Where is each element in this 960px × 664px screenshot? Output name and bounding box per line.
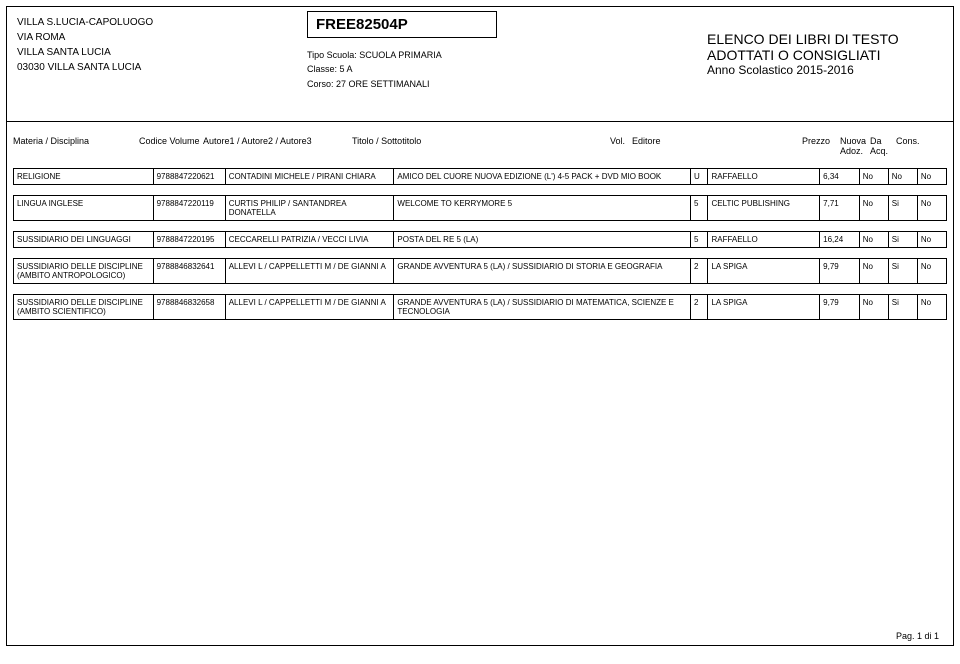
cell-vol: 2 xyxy=(691,259,708,284)
cell-titolo: GRANDE AVVENTURA 5 (LA) / SUSSIDIARIO DI… xyxy=(394,259,691,284)
cell-prezzo: 9,79 xyxy=(820,295,860,320)
page-number: Pag. 1 di 1 xyxy=(896,631,939,641)
cell-nuova: No xyxy=(859,169,888,185)
cell-editore: RAFFAELLO xyxy=(708,169,820,185)
cell-materia: LINGUA INGLESE xyxy=(14,196,154,221)
cell-prezzo: 6,34 xyxy=(820,169,860,185)
heading-line2: ADOTTATI O CONSIGLIATI xyxy=(707,47,943,63)
corso-label: Corso: xyxy=(307,77,334,91)
cell-codice: 9788847220621 xyxy=(153,169,225,185)
cell-titolo: GRANDE AVVENTURA 5 (LA) / SUSSIDIARIO DI… xyxy=(394,295,691,320)
heading-line3: Anno Scolastico 2015-2016 xyxy=(707,63,943,77)
book-table: SUSSIDIARIO DELLE DISCIPLINE (AMBITO SCI… xyxy=(13,294,947,320)
cell-prezzo: 7,71 xyxy=(820,196,860,221)
cell-codice: 9788847220119 xyxy=(153,196,225,221)
school-city: VILLA SANTA LUCIA xyxy=(17,45,307,60)
cell-nuova: No xyxy=(859,295,888,320)
heading-line1: ELENCO DEI LIBRI DI TESTO xyxy=(707,31,943,47)
cell-titolo: POSTA DEL RE 5 (LA) xyxy=(394,232,691,248)
table-row: RELIGIONE 9788847220621 CONTADINI MICHEL… xyxy=(14,169,947,185)
cell-cons: No xyxy=(917,259,946,284)
cell-cons: No xyxy=(917,169,946,185)
meta-block: Tipo Scuola: SCUOLA PRIMARIA Classe: 5 A… xyxy=(307,48,537,91)
cell-da: No xyxy=(888,169,917,185)
cell-codice: 9788846832658 xyxy=(153,295,225,320)
cell-prezzo: 16,24 xyxy=(820,232,860,248)
right-head: ELENCO DEI LIBRI DI TESTO ADOTTATI O CON… xyxy=(537,15,943,77)
cell-titolo: AMICO DEL CUORE NUOVA EDIZIONE (L') 4-5 … xyxy=(394,169,691,185)
cell-autori: CECCARELLI PATRIZIA / VECCI LIVIA xyxy=(225,232,394,248)
col-materia: Materia / Disciplina xyxy=(13,136,139,156)
cell-codice: 9788847220195 xyxy=(153,232,225,248)
school-name: VILLA S.LUCIA-CAPOLUOGO xyxy=(17,15,307,30)
cell-materia: RELIGIONE xyxy=(14,169,154,185)
cell-nuova: No xyxy=(859,232,888,248)
cell-editore: LA SPIGA xyxy=(708,295,820,320)
content-frame: Materia / Disciplina Codice Volume Autor… xyxy=(7,121,953,320)
cell-autori: ALLEVI L / CAPPELLETTI M / DE GIANNI A xyxy=(225,259,394,284)
tipo-value: SCUOLA PRIMARIA xyxy=(359,50,442,60)
col-titolo: Titolo / Sottotitolo xyxy=(352,136,610,156)
book-table: SUSSIDIARIO DEI LINGUAGGI 9788847220195 … xyxy=(13,231,947,248)
school-code-box: FREE82504P xyxy=(307,11,497,38)
cell-autori: CURTIS PHILIP / SANTANDREA DONATELLA xyxy=(225,196,394,221)
classe-value: 5 A xyxy=(340,64,353,74)
table-row: LINGUA INGLESE 9788847220119 CURTIS PHIL… xyxy=(14,196,947,221)
header: VILLA S.LUCIA-CAPOLUOGO VIA ROMA VILLA S… xyxy=(7,7,953,91)
cell-nuova: No xyxy=(859,196,888,221)
cell-editore: LA SPIGA xyxy=(708,259,820,284)
cell-da: Si xyxy=(888,196,917,221)
cell-vol: 5 xyxy=(691,196,708,221)
cell-da: Si xyxy=(888,295,917,320)
cell-codice: 9788846832641 xyxy=(153,259,225,284)
school-zipline: 03030 VILLA SANTA LUCIA xyxy=(17,60,307,75)
cell-vol: U xyxy=(691,169,708,185)
code-block: FREE82504P Tipo Scuola: SCUOLA PRIMARIA … xyxy=(307,11,537,91)
col-prezzo: Prezzo xyxy=(802,136,840,156)
corso-value: 27 ORE SETTIMANALI xyxy=(336,79,430,89)
cell-titolo: WELCOME TO KERRYMORE 5 xyxy=(394,196,691,221)
cell-autori: ALLEVI L / CAPPELLETTI M / DE GIANNI A xyxy=(225,295,394,320)
column-headers: Materia / Disciplina Codice Volume Autor… xyxy=(7,122,953,164)
col-editore: Editore xyxy=(632,136,802,156)
col-codice: Codice Volume xyxy=(139,136,203,156)
book-table: SUSSIDIARIO DELLE DISCIPLINE (AMBITO ANT… xyxy=(13,258,947,284)
cell-cons: No xyxy=(917,196,946,221)
cell-prezzo: 9,79 xyxy=(820,259,860,284)
cell-materia: SUSSIDIARIO DELLE DISCIPLINE (AMBITO SCI… xyxy=(14,295,154,320)
cell-materia: SUSSIDIARIO DELLE DISCIPLINE (AMBITO ANT… xyxy=(14,259,154,284)
tipo-label: Tipo Scuola: xyxy=(307,48,357,62)
cell-materia: SUSSIDIARIO DEI LINGUAGGI xyxy=(14,232,154,248)
cell-vol: 5 xyxy=(691,232,708,248)
col-autori: Autore1 / Autore2 / Autore3 xyxy=(203,136,352,156)
col-da: Da Acq. xyxy=(870,136,896,156)
table-row: SUSSIDIARIO DELLE DISCIPLINE (AMBITO SCI… xyxy=(14,295,947,320)
table-row: SUSSIDIARIO DELLE DISCIPLINE (AMBITO ANT… xyxy=(14,259,947,284)
school-street: VIA ROMA xyxy=(17,30,307,45)
classe-label: Classe: xyxy=(307,62,337,76)
col-nuova: Nuova Adoz. xyxy=(840,136,870,156)
book-table: LINGUA INGLESE 9788847220119 CURTIS PHIL… xyxy=(13,195,947,221)
cell-cons: No xyxy=(917,295,946,320)
school-block: VILLA S.LUCIA-CAPOLUOGO VIA ROMA VILLA S… xyxy=(17,15,307,75)
cell-autori: CONTADINI MICHELE / PIRANI CHIARA xyxy=(225,169,394,185)
cell-editore: CELTIC PUBLISHING xyxy=(708,196,820,221)
cell-da: Si xyxy=(888,232,917,248)
cell-editore: RAFFAELLO xyxy=(708,232,820,248)
book-table: RELIGIONE 9788847220621 CONTADINI MICHEL… xyxy=(13,168,947,185)
col-vol: Vol. xyxy=(610,136,632,156)
table-row: SUSSIDIARIO DEI LINGUAGGI 9788847220195 … xyxy=(14,232,947,248)
cell-nuova: No xyxy=(859,259,888,284)
cell-da: Si xyxy=(888,259,917,284)
col-cons: Cons. xyxy=(896,136,926,156)
cell-cons: No xyxy=(917,232,946,248)
page-frame: VILLA S.LUCIA-CAPOLUOGO VIA ROMA VILLA S… xyxy=(6,6,954,646)
cell-vol: 2 xyxy=(691,295,708,320)
